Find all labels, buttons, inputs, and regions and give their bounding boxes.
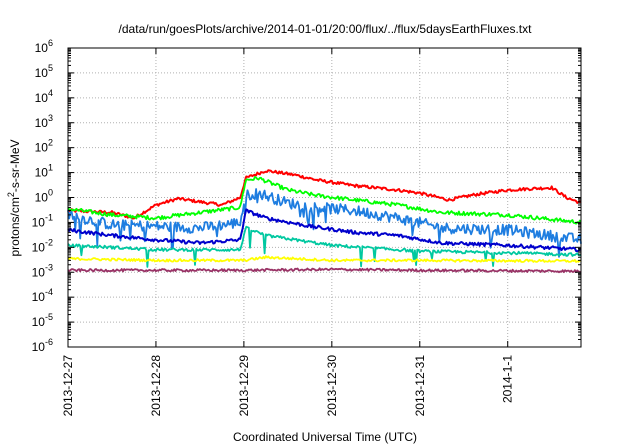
y-tick-label-base: 10	[32, 290, 46, 304]
y-tick-label: 104	[35, 88, 53, 105]
grid	[68, 48, 581, 347]
y-tick-label-base: 10	[32, 340, 46, 354]
x-tick-label: 2013-12-27	[61, 355, 75, 417]
x-tick-label: 2013-12-31	[413, 355, 427, 417]
y-tick-label: 102	[35, 138, 53, 155]
series-line	[67, 267, 582, 274]
y-tick-label: 105	[35, 63, 53, 80]
series-line	[67, 255, 581, 263]
y-tick-label-exp: -4	[45, 287, 53, 297]
y-tick-label-exp: 0	[48, 188, 53, 198]
series-line	[67, 169, 582, 220]
y-axis-label: protons/cm2-s-sr-MeV	[6, 139, 22, 256]
x-axis: 2013-12-27 2013-12-28 2013-12-29 2013-12-30…	[61, 48, 515, 416]
y-tick-label-base: 10	[35, 91, 49, 105]
series-line	[67, 176, 582, 225]
y-tick-label-base: 10	[35, 191, 49, 205]
y-tick-label: 10-3	[32, 262, 53, 279]
y-tick-label: 103	[35, 113, 53, 130]
y-tick-label-base: 10	[35, 166, 49, 180]
y-tick-label: 10-6	[32, 337, 53, 354]
y-tick-label-exp: 6	[48, 38, 53, 48]
y-tick-label-base: 10	[32, 315, 46, 329]
y-axis: 10-610-510-410-310-210-11001011021031041…	[32, 38, 581, 354]
y-tick-label-exp: 4	[48, 88, 53, 98]
x-tick-label: 2013-12-30	[325, 355, 339, 417]
y-axis-label-base: protons/cm	[8, 197, 22, 256]
y-tick-label-base: 10	[32, 265, 46, 279]
x-tick-label: 2013-12-29	[237, 355, 251, 417]
x-tick-label: 2013-12-28	[149, 355, 163, 417]
x-axis-label: Coordinated Universal Time (UTC)	[233, 430, 417, 444]
y-tick-label-exp: -3	[45, 262, 53, 272]
y-tick-label: 10-4	[32, 287, 53, 304]
y-tick-label-exp: -6	[45, 337, 53, 347]
y-axis-label-rest: -s-sr-MeV	[8, 139, 22, 192]
y-tick-label: 10-5	[32, 312, 53, 329]
plot-series	[67, 169, 582, 274]
y-tick-label-base: 10	[32, 215, 46, 229]
y-tick-label-exp: -1	[45, 212, 53, 222]
y-tick-label-exp: 5	[48, 63, 53, 73]
y-tick-label-exp: -5	[45, 312, 53, 322]
y-tick-label-base: 10	[35, 141, 49, 155]
x-tick-label: 2014-1-1	[501, 355, 515, 403]
y-tick-label-base: 10	[35, 116, 49, 130]
y-tick-label: 10-1	[32, 212, 53, 229]
y-tick-label-exp: 2	[48, 138, 53, 148]
y-tick-label: 100	[35, 188, 53, 205]
y-tick-label-exp: 3	[48, 113, 53, 123]
y-tick-label: 106	[35, 38, 53, 55]
y-tick-label: 10-2	[32, 237, 53, 254]
series-line	[67, 208, 582, 253]
y-tick-label-exp: 1	[48, 163, 53, 173]
y-axis-label-sup: 2	[6, 192, 16, 197]
y-tick-label: 101	[35, 163, 53, 180]
y-tick-label-base: 10	[35, 41, 49, 55]
y-tick-label-exp: -2	[45, 237, 53, 247]
series-line	[67, 188, 582, 258]
series-line	[67, 225, 582, 268]
y-tick-label-base: 10	[32, 240, 46, 254]
y-tick-label-base: 10	[35, 66, 49, 80]
chart-title: /data/run/goesPlots/archive/2014-01-01/2…	[119, 22, 533, 36]
